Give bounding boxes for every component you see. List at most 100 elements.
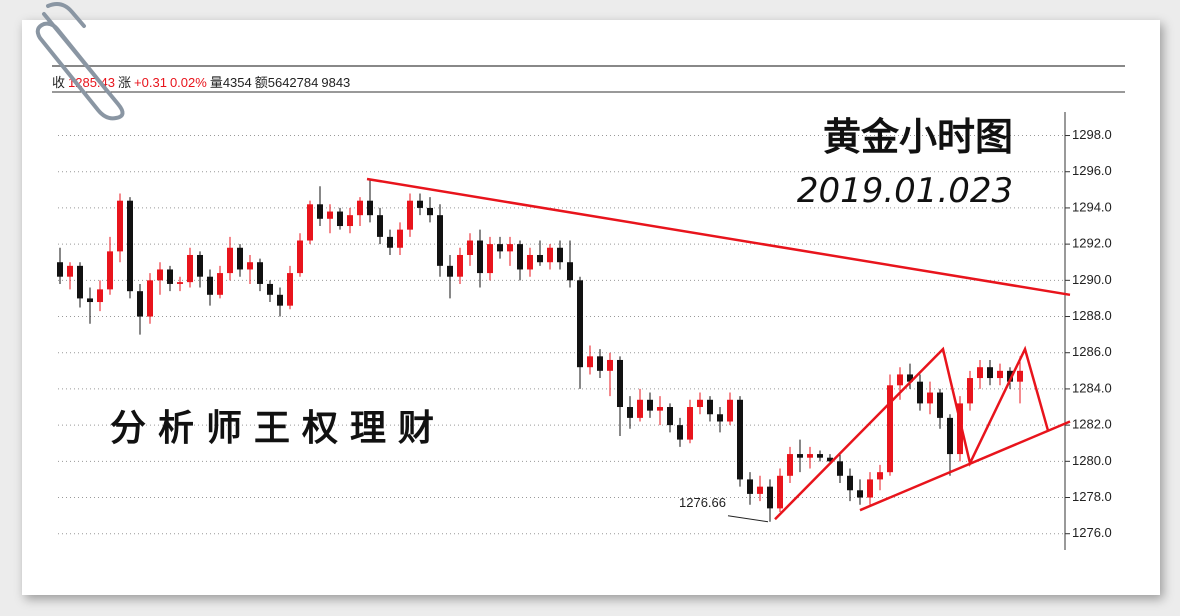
candle-body: [287, 273, 293, 306]
candle-body: [867, 479, 873, 498]
candle-body: [587, 356, 593, 368]
candle-body: [907, 374, 913, 382]
candle-body: [817, 454, 823, 458]
candle-body: [877, 472, 883, 480]
y-tick-label: 1278.0: [1072, 489, 1112, 504]
candle-body: [117, 200, 123, 252]
candle-body: [137, 291, 143, 317]
trend-line: [366, 177, 1071, 297]
candle-body: [977, 367, 983, 379]
candle-body: [717, 414, 723, 422]
candle-body: [657, 407, 663, 411]
y-tick-label: 1286.0: [1072, 344, 1112, 359]
candle-body: [517, 244, 523, 270]
candle-body: [917, 381, 923, 404]
trend-lines: [366, 177, 1071, 521]
y-tick-label: 1290.0: [1072, 272, 1112, 287]
candle-body: [777, 475, 783, 509]
candle-body: [407, 200, 413, 230]
candle-body: [667, 407, 673, 426]
candle-body: [527, 254, 533, 270]
info-item: 涨: [118, 75, 132, 90]
candle-body: [107, 251, 113, 290]
candle-body: [747, 479, 753, 494]
candle-body: [647, 399, 653, 411]
y-tick-label: 1294.0: [1072, 199, 1112, 214]
candle-body: [347, 215, 353, 227]
candle-body: [847, 475, 853, 491]
candle-body: [67, 265, 73, 277]
paperclip-wire: [35, 12, 125, 121]
candle-body: [447, 265, 453, 277]
candle-body: [367, 200, 373, 216]
candle-body: [297, 240, 303, 274]
candle-body: [87, 298, 93, 303]
candle-body: [197, 254, 203, 277]
y-tick-label: 1280.0: [1072, 453, 1112, 468]
candle-body: [967, 378, 973, 404]
trend-line: [859, 420, 1071, 512]
y-tick-label: 1276.0: [1072, 525, 1112, 540]
candle-body: [787, 454, 793, 476]
candle-body: [497, 244, 503, 252]
candle-body: [957, 403, 963, 455]
trend-line: [774, 345, 1050, 521]
candle-body: [307, 204, 313, 241]
candle-body: [677, 425, 683, 440]
candles: 1276.66: [57, 178, 1023, 523]
candle-body: [557, 247, 563, 263]
candle-body: [277, 294, 283, 306]
candle-body: [477, 240, 483, 274]
candle-body: [487, 244, 493, 274]
y-tick-label: 1288.0: [1072, 308, 1112, 323]
candle-body: [167, 269, 173, 284]
candle-body: [997, 370, 1003, 379]
candle-body: [147, 280, 153, 317]
candle-body: [597, 356, 603, 371]
paperclip-wire: [46, 2, 86, 28]
candle-body: [337, 211, 343, 227]
candle-body: [417, 200, 423, 208]
candle-body: [837, 461, 843, 476]
candle-body: [537, 254, 543, 263]
candle-body: [857, 490, 863, 498]
grid: 1276.0 1278.0 1280.0 1282.0 1284.0 1286.0 1288…: [58, 127, 1112, 540]
candle-body: [737, 399, 743, 480]
info-item: 量4354: [209, 75, 252, 90]
candle-body: [567, 262, 573, 281]
candle-body: [827, 457, 833, 462]
candle-body: [547, 247, 553, 263]
info-item: 9843: [321, 75, 351, 90]
info-item: 0.02%: [169, 75, 207, 90]
candle-body: [897, 374, 903, 386]
candle-body: [937, 392, 943, 418]
candle-body: [797, 454, 803, 458]
watermark: 分析师王权理财: [110, 407, 446, 449]
candle-body: [387, 236, 393, 248]
y-tick-label: 1284.0: [1072, 380, 1112, 395]
candle-body: [807, 454, 813, 458]
candle-body: [57, 262, 63, 277]
candle-body: [317, 204, 323, 219]
candle-body: [237, 247, 243, 270]
candle-body: [947, 417, 953, 455]
info-item: 额5642784: [254, 75, 319, 90]
candle-body: [227, 247, 233, 274]
candle-body: [727, 399, 733, 422]
candle-body: [757, 486, 763, 494]
candle-body: [607, 359, 613, 371]
candle-body: [697, 399, 703, 408]
info-bar: 收 1285.43 涨 +0.31 0.02% 量4354 额5642784 9843: [52, 72, 353, 91]
candle-body: [427, 207, 433, 216]
chart-subtitle: 2019.01.023: [797, 171, 1013, 211]
candle-body: [127, 200, 133, 292]
candle-body: [507, 244, 513, 252]
candle-body: [437, 215, 443, 266]
candle-body: [627, 407, 633, 418]
info-item: +0.31: [134, 75, 167, 90]
y-tick-label: 1292.0: [1072, 236, 1112, 251]
candle-body: [257, 262, 263, 284]
candle-body: [397, 229, 403, 248]
